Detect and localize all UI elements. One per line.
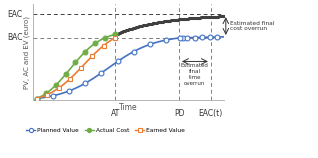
Text: AT: AT <box>111 109 120 118</box>
X-axis label: Time: Time <box>119 103 138 112</box>
Text: EAC(t): EAC(t) <box>199 109 223 118</box>
Text: PD: PD <box>174 109 184 118</box>
Text: Estimated final
cost overrun: Estimated final cost overrun <box>230 21 274 31</box>
Text: Estimated
final
time
overrun: Estimated final time overrun <box>181 63 209 85</box>
Y-axis label: PV, AC and EV (euro): PV, AC and EV (euro) <box>24 16 31 89</box>
Text: EAC: EAC <box>8 10 23 19</box>
Legend: Planned Value, Actual Cost, Earned Value: Planned Value, Actual Cost, Earned Value <box>24 126 188 136</box>
Text: BAC: BAC <box>7 33 23 42</box>
